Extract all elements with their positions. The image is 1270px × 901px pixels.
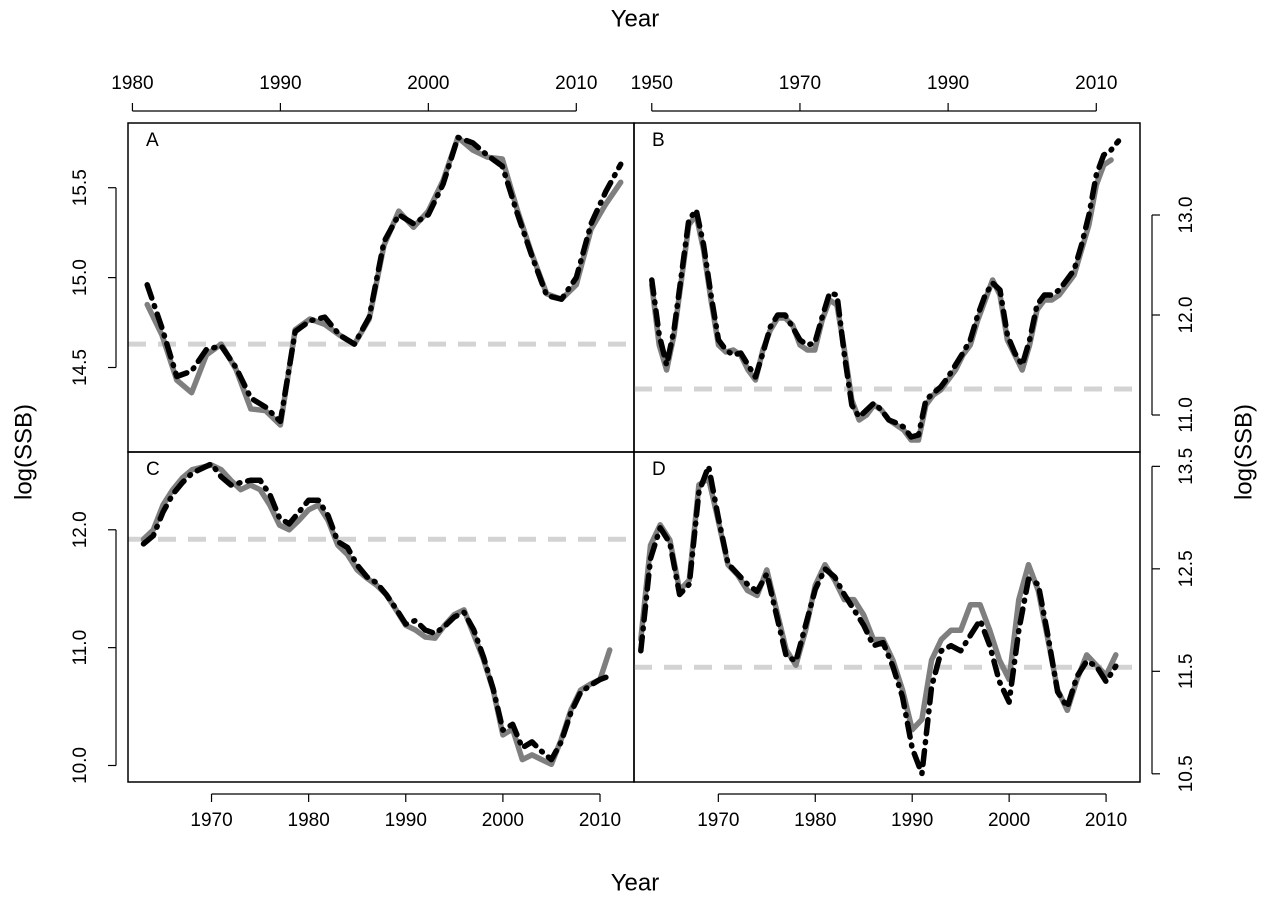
y-tick-label: 10.5 xyxy=(1176,755,1197,792)
y-tick-label: 15.0 xyxy=(70,259,91,296)
x-tick-label: 2000 xyxy=(482,810,524,831)
panel-frame xyxy=(127,122,635,453)
y-tick-label: 11.5 xyxy=(1176,654,1197,690)
x-tick-label: 2000 xyxy=(988,810,1030,831)
x-tick-label: 1980 xyxy=(794,810,836,831)
x-tick-label: 1980 xyxy=(111,73,153,94)
bottom-axis-title: Year xyxy=(611,869,660,896)
x-tick-label: 1990 xyxy=(927,73,969,94)
series-line xyxy=(144,134,624,428)
x-tick-label: 1970 xyxy=(697,810,739,831)
y-tick-label: 14.5 xyxy=(70,349,91,386)
x-tick-label: 1970 xyxy=(779,73,821,94)
top-axis-title: Year xyxy=(611,5,660,32)
y-tick-label: 12.0 xyxy=(70,511,91,548)
y-tick-label: 13.0 xyxy=(1176,197,1197,234)
panel-label: C xyxy=(146,459,160,480)
x-tick-label: 2010 xyxy=(579,810,621,831)
x-tick-label: 2010 xyxy=(555,73,597,94)
y-tick-label: 12.0 xyxy=(1176,297,1197,334)
x-tick-label: 1970 xyxy=(190,810,232,831)
x-tick-label: 2010 xyxy=(1075,73,1117,94)
x-tick-label: 1980 xyxy=(288,810,330,831)
panel-frame xyxy=(633,451,1141,783)
series-line xyxy=(649,138,1122,440)
series-line xyxy=(140,462,613,768)
x-tick-label: 2000 xyxy=(407,73,449,94)
x-tick-label: 2010 xyxy=(1085,810,1127,831)
right-axis-title: log(SSB) xyxy=(1230,404,1257,500)
series-line xyxy=(140,461,613,763)
left-axis-title: log(SSB) xyxy=(10,404,37,500)
y-tick-label: 11.0 xyxy=(1176,397,1197,433)
y-tick-label: 15.5 xyxy=(70,169,91,206)
x-tick-label: 1990 xyxy=(891,810,933,831)
panel-label: D xyxy=(652,459,666,480)
y-tick-label: 13.5 xyxy=(1176,448,1197,485)
y-tick-label: 12.5 xyxy=(1176,550,1197,587)
series-line xyxy=(638,463,1119,777)
panel-label: A xyxy=(146,130,159,151)
y-tick-label: 11.0 xyxy=(70,630,91,666)
x-tick-label: 1990 xyxy=(259,73,301,94)
x-tick-label: 1990 xyxy=(385,810,427,831)
panel-frame xyxy=(127,451,635,783)
x-tick-label: 1950 xyxy=(631,73,673,94)
panel-label: B xyxy=(652,130,665,151)
y-tick-label: 10.0 xyxy=(70,747,91,784)
series-line xyxy=(144,134,624,425)
